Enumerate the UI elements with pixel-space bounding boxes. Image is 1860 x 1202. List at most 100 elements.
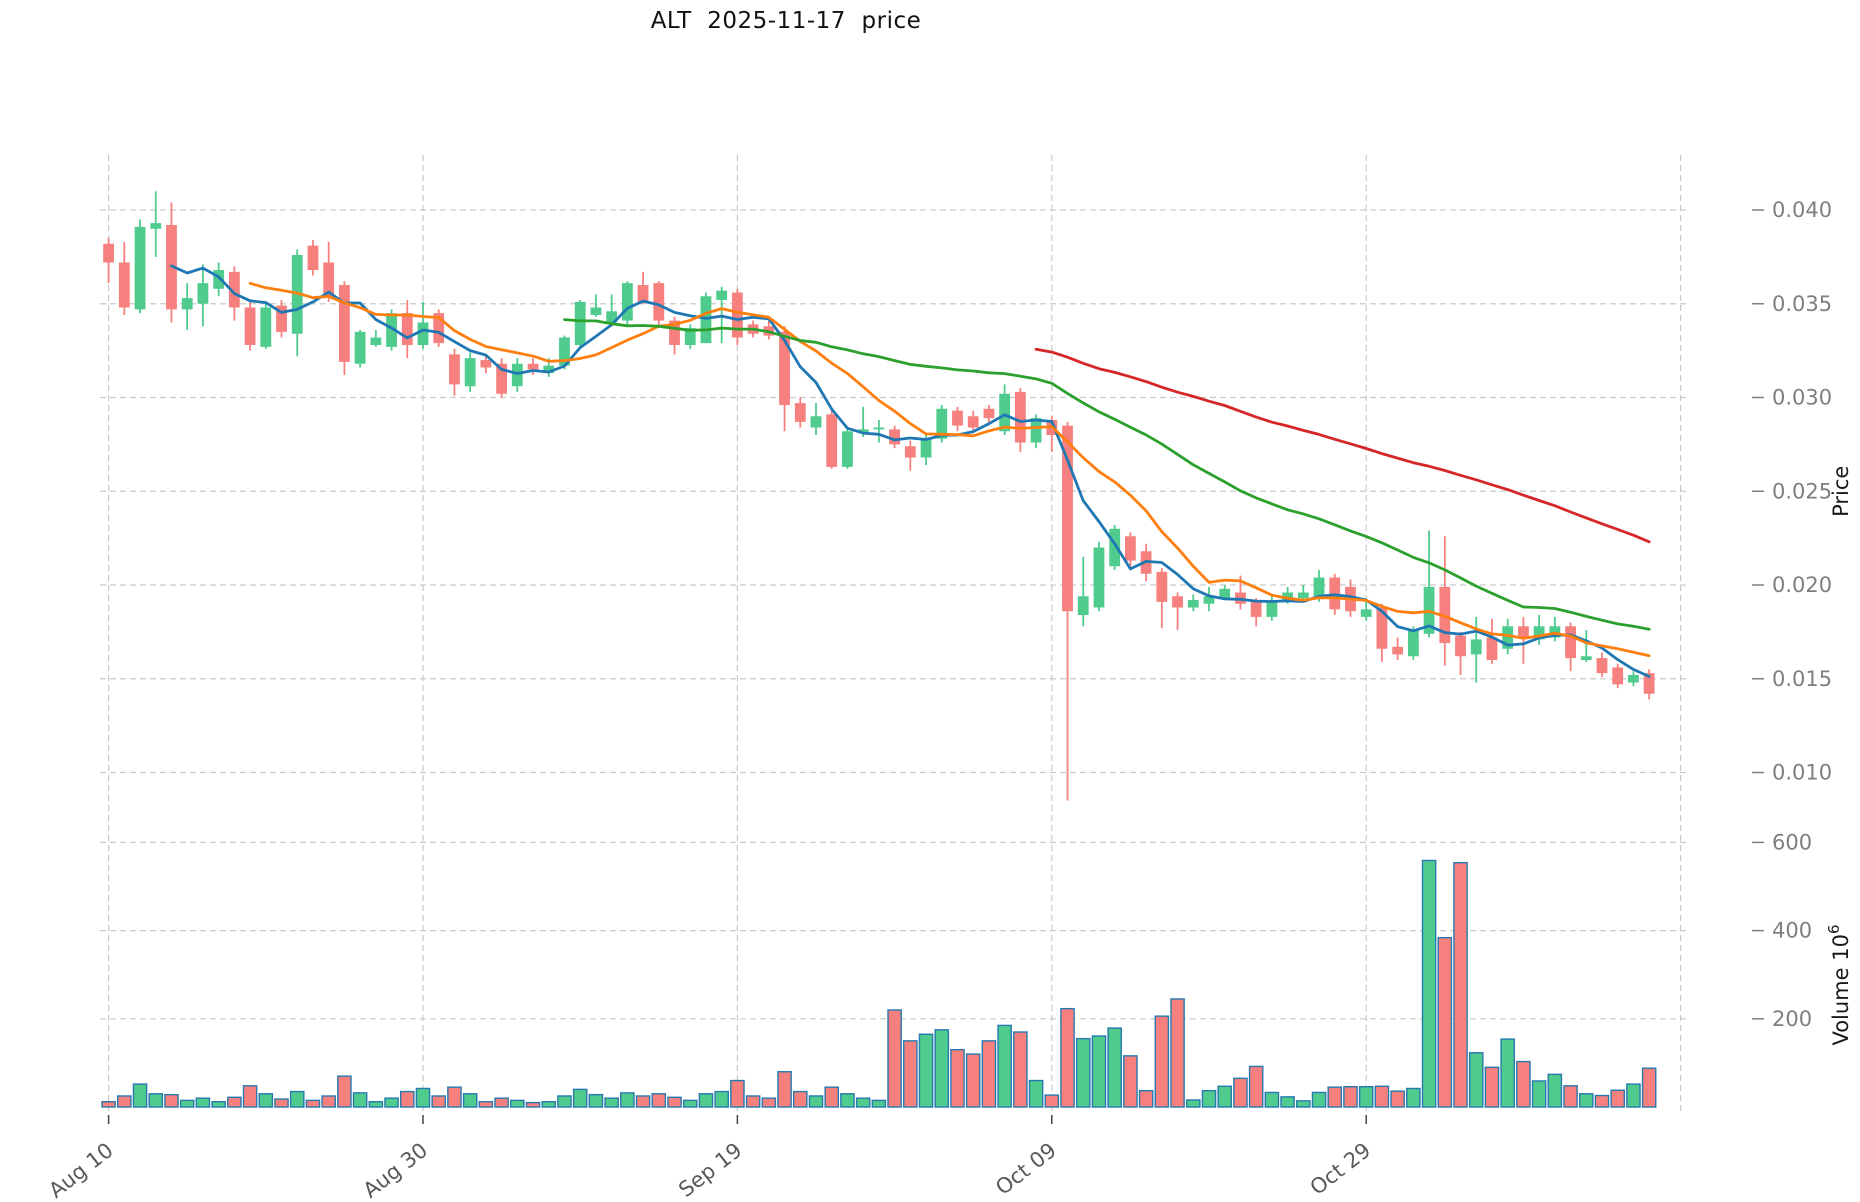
candle-body (1282, 592, 1293, 600)
candle-body (952, 410, 963, 426)
volume-bar (604, 1097, 619, 1108)
volume-bar (399, 1090, 415, 1108)
candle-body (1565, 626, 1576, 659)
candle-body (496, 363, 507, 394)
volume-bar (1060, 1007, 1075, 1108)
candle-body (1392, 646, 1404, 655)
candle-body (684, 328, 696, 345)
volume-bar (1280, 1096, 1295, 1108)
volume-bar (855, 1097, 871, 1108)
volume-bar (1421, 859, 1437, 1108)
candle-body (401, 313, 413, 345)
price-axis-title: Price (1829, 466, 1853, 517)
volume-bar (840, 1093, 855, 1108)
candle-body (637, 285, 649, 302)
candle-body (244, 307, 256, 345)
candle-body (1093, 547, 1105, 608)
candle-body (1266, 601, 1278, 617)
volume-bar (1107, 1027, 1122, 1108)
volume-bar (1641, 1067, 1657, 1108)
candle-body (669, 320, 680, 345)
candle-body (1470, 639, 1482, 655)
candle-body (103, 243, 114, 263)
volume-bar (903, 1040, 918, 1108)
candle-body (590, 307, 602, 315)
candle-body (1172, 596, 1183, 608)
candle-body (1407, 630, 1419, 657)
volume-tick-label: 200 (1772, 1007, 1812, 1031)
volume-bar (1500, 1038, 1515, 1108)
candle-body (118, 262, 130, 308)
candle-body (653, 283, 665, 321)
volume-bar (431, 1095, 447, 1108)
volume-bar (887, 1009, 902, 1108)
candle-body (339, 285, 350, 362)
candle-body (134, 226, 146, 310)
volume-bar (368, 1101, 384, 1108)
volume-bar (1343, 1086, 1358, 1108)
candle-body (276, 305, 287, 332)
volume-bar (1264, 1091, 1280, 1108)
volume-bar (462, 1093, 478, 1108)
volume-bar (447, 1086, 462, 1108)
date-tick-label: Oct 09 (991, 1138, 1061, 1200)
volume-bar (730, 1079, 745, 1108)
volume-bar (195, 1097, 211, 1108)
volume-bar (934, 1029, 950, 1108)
candle-body (559, 337, 570, 366)
candle-body (1062, 425, 1073, 612)
volume-bar (352, 1092, 368, 1108)
candle-body (999, 393, 1011, 432)
candle-body (920, 438, 932, 458)
volume-bar (667, 1096, 682, 1108)
volume-bar (132, 1083, 148, 1108)
candle-body (936, 408, 948, 439)
candle-body (1297, 592, 1309, 599)
volume-bar (305, 1099, 321, 1108)
volume-bar (1516, 1060, 1531, 1108)
candle-body (354, 331, 366, 364)
chart-title: ALT 2025-11-17 price (650, 8, 922, 34)
volume-bar (1091, 1035, 1107, 1108)
volume-bar (1248, 1065, 1264, 1108)
candle-body (967, 416, 979, 428)
volume-bar (289, 1090, 305, 1108)
volume-bar (494, 1097, 509, 1108)
volume-bar (1610, 1089, 1626, 1108)
volume-bar (1468, 1052, 1484, 1108)
ma5-line (170, 264, 1651, 678)
candle-body (779, 331, 790, 405)
price-axis: 0.040 0.035 0.030 0.025 0.020 0.015 0.010 Price (1752, 198, 1853, 785)
candle-body (1219, 588, 1231, 599)
candle-body (810, 416, 822, 428)
volume-bar (415, 1087, 431, 1108)
candle-body (1360, 609, 1372, 617)
candle-body (1518, 626, 1529, 638)
candle-body (1486, 637, 1498, 660)
candle-body (1628, 675, 1639, 683)
candle-body (543, 365, 555, 374)
candle-body (1533, 626, 1545, 640)
candle-body (260, 307, 272, 347)
candle-body (1030, 418, 1042, 443)
date-tick-label: Sep 19 (674, 1138, 746, 1202)
candle-body (150, 223, 162, 229)
candle-body (1313, 577, 1325, 597)
candle-body (386, 313, 397, 347)
volume-bar (384, 1097, 399, 1108)
volume-bar (1594, 1094, 1610, 1108)
volume-bar (698, 1093, 714, 1108)
candle-body (449, 354, 460, 385)
candle-body (1612, 667, 1624, 685)
candle-body (842, 431, 853, 467)
ma30-line (563, 318, 1651, 631)
candle-body (527, 363, 539, 370)
volume-bar (997, 1024, 1012, 1108)
volume-bar (179, 1099, 195, 1108)
volume-bar (871, 1099, 887, 1108)
candle-body (1250, 601, 1262, 617)
candle-body (1203, 596, 1215, 604)
volume-bar (478, 1101, 494, 1108)
price-tick-label: 0.015 (1772, 667, 1832, 691)
